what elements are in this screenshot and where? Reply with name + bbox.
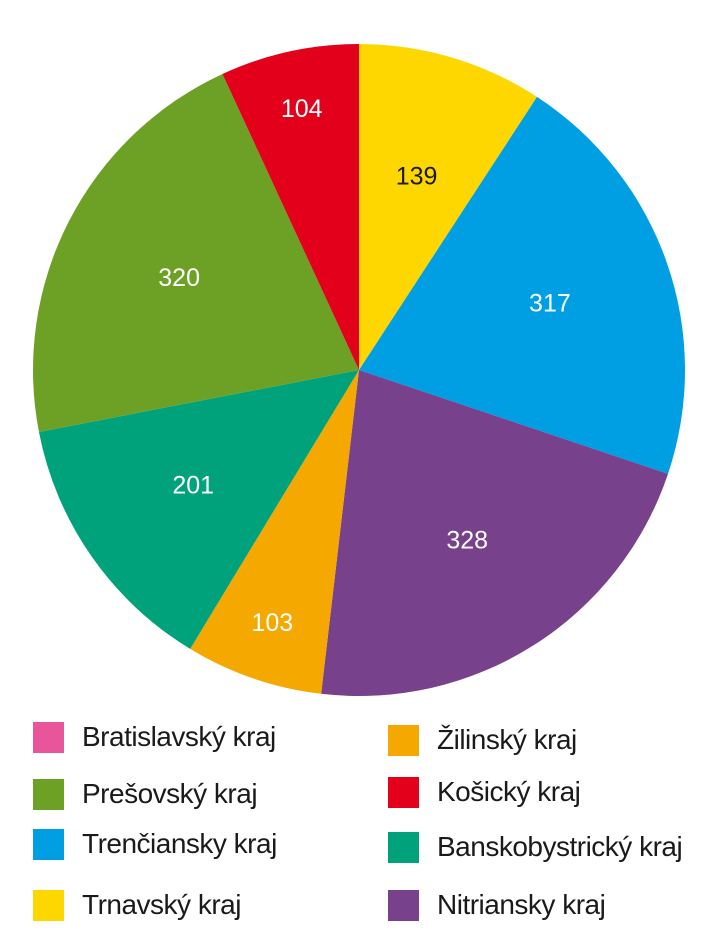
pie-slice: [33, 73, 359, 432]
legend-item-presovsky: Prešovský kraj: [33, 776, 258, 812]
legend-swatch: [388, 724, 419, 756]
legend-item-zilinsky: Žilinský kraj: [388, 722, 577, 758]
slice-value-label: 320: [158, 264, 200, 292]
legend-label: Žilinský kraj: [437, 724, 577, 755]
legend-swatch: [388, 831, 419, 863]
legend-swatch: [33, 721, 64, 753]
pie-slice: [359, 44, 538, 370]
legend-item-trenciansky: Trenčiansky kraj: [33, 826, 277, 862]
legend-label: Trenčiansky kraj: [82, 828, 277, 859]
pie-slice: [321, 370, 669, 696]
legend-item-banskobystricky: Banskobystrický kraj: [388, 829, 683, 865]
pie-slice: [359, 96, 685, 474]
slice-value-label: 104: [281, 95, 323, 123]
slice-value-label: 317: [529, 290, 571, 318]
legend-item-kosicky: Košický kraj: [388, 774, 581, 810]
legend-label: Prešovský kraj: [82, 778, 258, 809]
legend-item-bratislavsky: Bratislavský kraj: [33, 719, 276, 755]
legend-swatch: [388, 889, 419, 921]
legend-swatch: [33, 828, 64, 860]
legend-item-trnavsky: Trnavský kraj: [33, 887, 241, 923]
legend-item-nitriansky: Nitriansky kraj: [388, 887, 606, 923]
legend-label: Banskobystrický kraj: [437, 831, 683, 862]
pie-slice: [190, 370, 359, 694]
slice-value-label: 201: [172, 472, 214, 500]
legend-label: Trnavský kraj: [82, 889, 241, 920]
pie-slice: [222, 44, 359, 370]
legend-label: Košický kraj: [437, 776, 581, 807]
pie-slice: [38, 370, 359, 649]
legend-swatch: [33, 889, 64, 921]
slice-value-label: 103: [251, 609, 293, 637]
pie-chart: 139 317 328 103 201 320 104: [33, 44, 685, 696]
slice-value-label: 328: [446, 527, 488, 555]
slice-value-label: 139: [396, 162, 438, 190]
legend-label: Bratislavský kraj: [82, 721, 276, 752]
legend-swatch: [33, 778, 64, 810]
legend-label: Nitriansky kraj: [437, 889, 606, 920]
legend-swatch: [388, 776, 419, 808]
